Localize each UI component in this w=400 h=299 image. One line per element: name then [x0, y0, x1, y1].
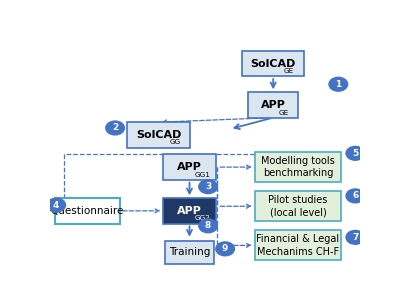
- Circle shape: [106, 121, 124, 135]
- FancyBboxPatch shape: [255, 191, 342, 221]
- Text: Questionnaire: Questionnaire: [50, 206, 124, 216]
- Text: GG: GG: [169, 139, 180, 145]
- Text: Training: Training: [169, 247, 210, 257]
- Text: 4: 4: [53, 201, 59, 210]
- Circle shape: [346, 189, 365, 203]
- Text: 9: 9: [222, 244, 228, 253]
- Text: 5: 5: [352, 149, 358, 158]
- Text: 2: 2: [112, 123, 118, 132]
- Text: APP: APP: [177, 162, 202, 172]
- FancyBboxPatch shape: [163, 198, 216, 224]
- Text: GE: GE: [278, 109, 289, 115]
- Circle shape: [329, 77, 348, 91]
- FancyBboxPatch shape: [248, 92, 298, 118]
- Text: GE: GE: [284, 68, 294, 74]
- FancyBboxPatch shape: [163, 155, 216, 180]
- FancyBboxPatch shape: [55, 198, 120, 224]
- Circle shape: [216, 242, 234, 256]
- FancyBboxPatch shape: [242, 51, 304, 76]
- Circle shape: [346, 231, 365, 244]
- Text: APP: APP: [261, 100, 286, 110]
- Text: Financial & Legal
Mechanims CH-F: Financial & Legal Mechanims CH-F: [256, 234, 340, 257]
- Circle shape: [346, 147, 365, 160]
- Text: GG1: GG1: [195, 172, 211, 178]
- Circle shape: [47, 198, 66, 212]
- Circle shape: [199, 180, 218, 193]
- FancyBboxPatch shape: [255, 231, 342, 260]
- Text: 7: 7: [352, 233, 358, 242]
- Text: 8: 8: [205, 221, 211, 230]
- Text: 6: 6: [352, 191, 358, 200]
- Text: SolCAD: SolCAD: [136, 130, 181, 140]
- Text: Modelling tools
benchmarking: Modelling tools benchmarking: [261, 156, 335, 178]
- Text: GG2: GG2: [195, 215, 211, 222]
- FancyBboxPatch shape: [128, 122, 190, 147]
- FancyBboxPatch shape: [165, 241, 214, 264]
- Text: SolCAD: SolCAD: [250, 59, 296, 68]
- Text: Pilot studies
(local level): Pilot studies (local level): [268, 195, 328, 217]
- Text: 1: 1: [335, 80, 342, 89]
- Circle shape: [199, 219, 218, 233]
- Text: 3: 3: [205, 182, 211, 191]
- FancyBboxPatch shape: [255, 152, 342, 182]
- Text: APP: APP: [177, 206, 202, 216]
